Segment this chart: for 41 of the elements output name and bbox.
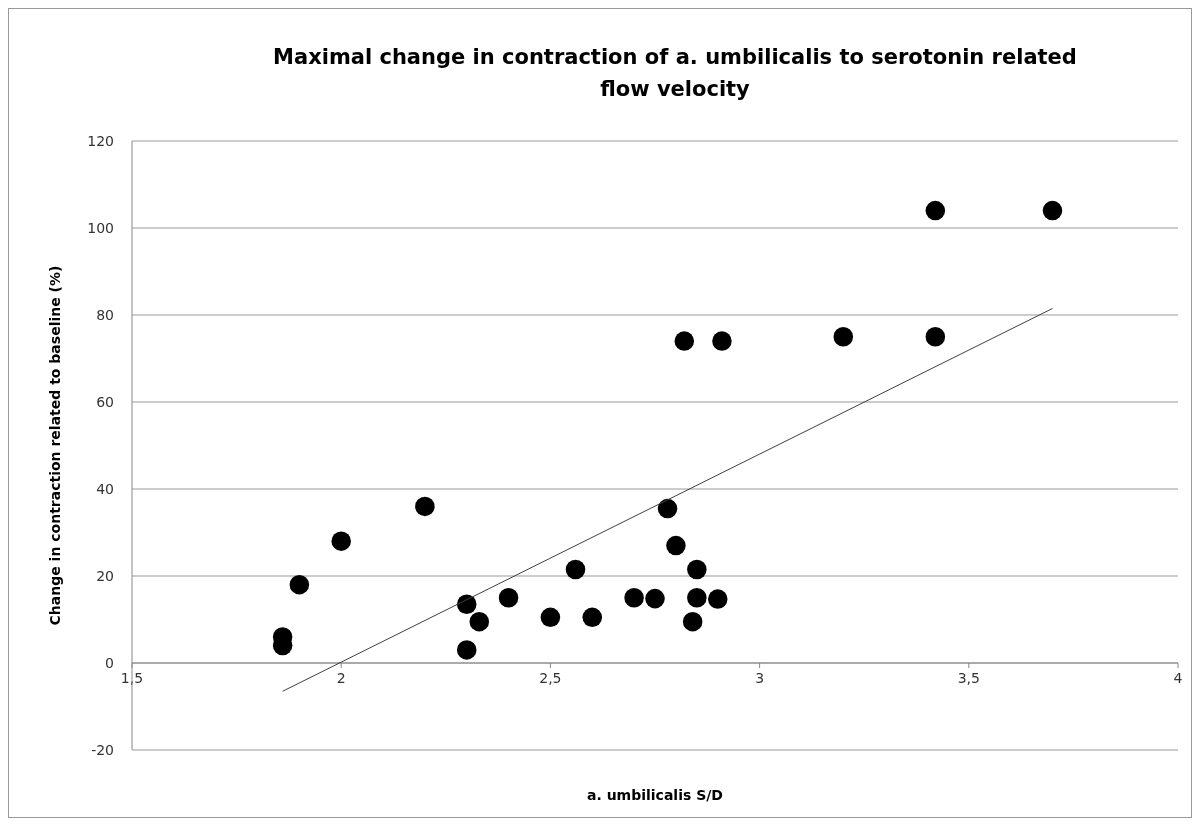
x-tick-label: 2 <box>336 670 346 686</box>
x-tick-label: 2,5 <box>539 670 562 686</box>
x-axis-title: a. umbilicalis S/D <box>587 787 723 803</box>
point <box>289 574 310 595</box>
x-tick-label: 3,5 <box>957 670 980 686</box>
point <box>833 327 854 347</box>
y-tick-label: -20 <box>91 741 114 758</box>
y-tick-label: 20 <box>96 567 114 584</box>
y-axis-title: Change in contraction related to baseline (%) <box>47 265 63 626</box>
y-tick-label: 0 <box>105 654 114 671</box>
point <box>925 327 946 347</box>
y-tick-label: 120 <box>87 132 114 149</box>
point <box>674 331 695 351</box>
point <box>331 531 351 551</box>
point <box>687 559 707 580</box>
point <box>582 607 603 628</box>
x-tick-label: 4 <box>1173 670 1183 686</box>
point <box>925 200 946 221</box>
chart-title: Maximal change in contraction of a. umbilicalis to serotonin related flow velocity <box>273 45 1077 101</box>
point <box>624 588 644 608</box>
point <box>682 611 703 632</box>
x-tick-label: 3 <box>755 670 765 686</box>
y-tick-label: 40 <box>96 480 114 497</box>
y-tick-label: 80 <box>96 306 114 323</box>
point <box>456 640 477 660</box>
point <box>565 559 586 580</box>
point <box>687 588 707 608</box>
point <box>666 535 686 556</box>
point <box>415 496 435 517</box>
point <box>540 607 561 628</box>
point <box>645 588 665 609</box>
point <box>498 588 519 608</box>
point <box>657 498 678 519</box>
point <box>456 594 477 615</box>
y-tick-label: 100 <box>87 219 114 236</box>
point <box>707 589 728 609</box>
y-tick-label: 60 <box>96 393 114 410</box>
point <box>712 331 732 351</box>
point <box>469 611 490 632</box>
point <box>1042 200 1063 221</box>
x-tick-label: 1,5 <box>120 670 144 686</box>
